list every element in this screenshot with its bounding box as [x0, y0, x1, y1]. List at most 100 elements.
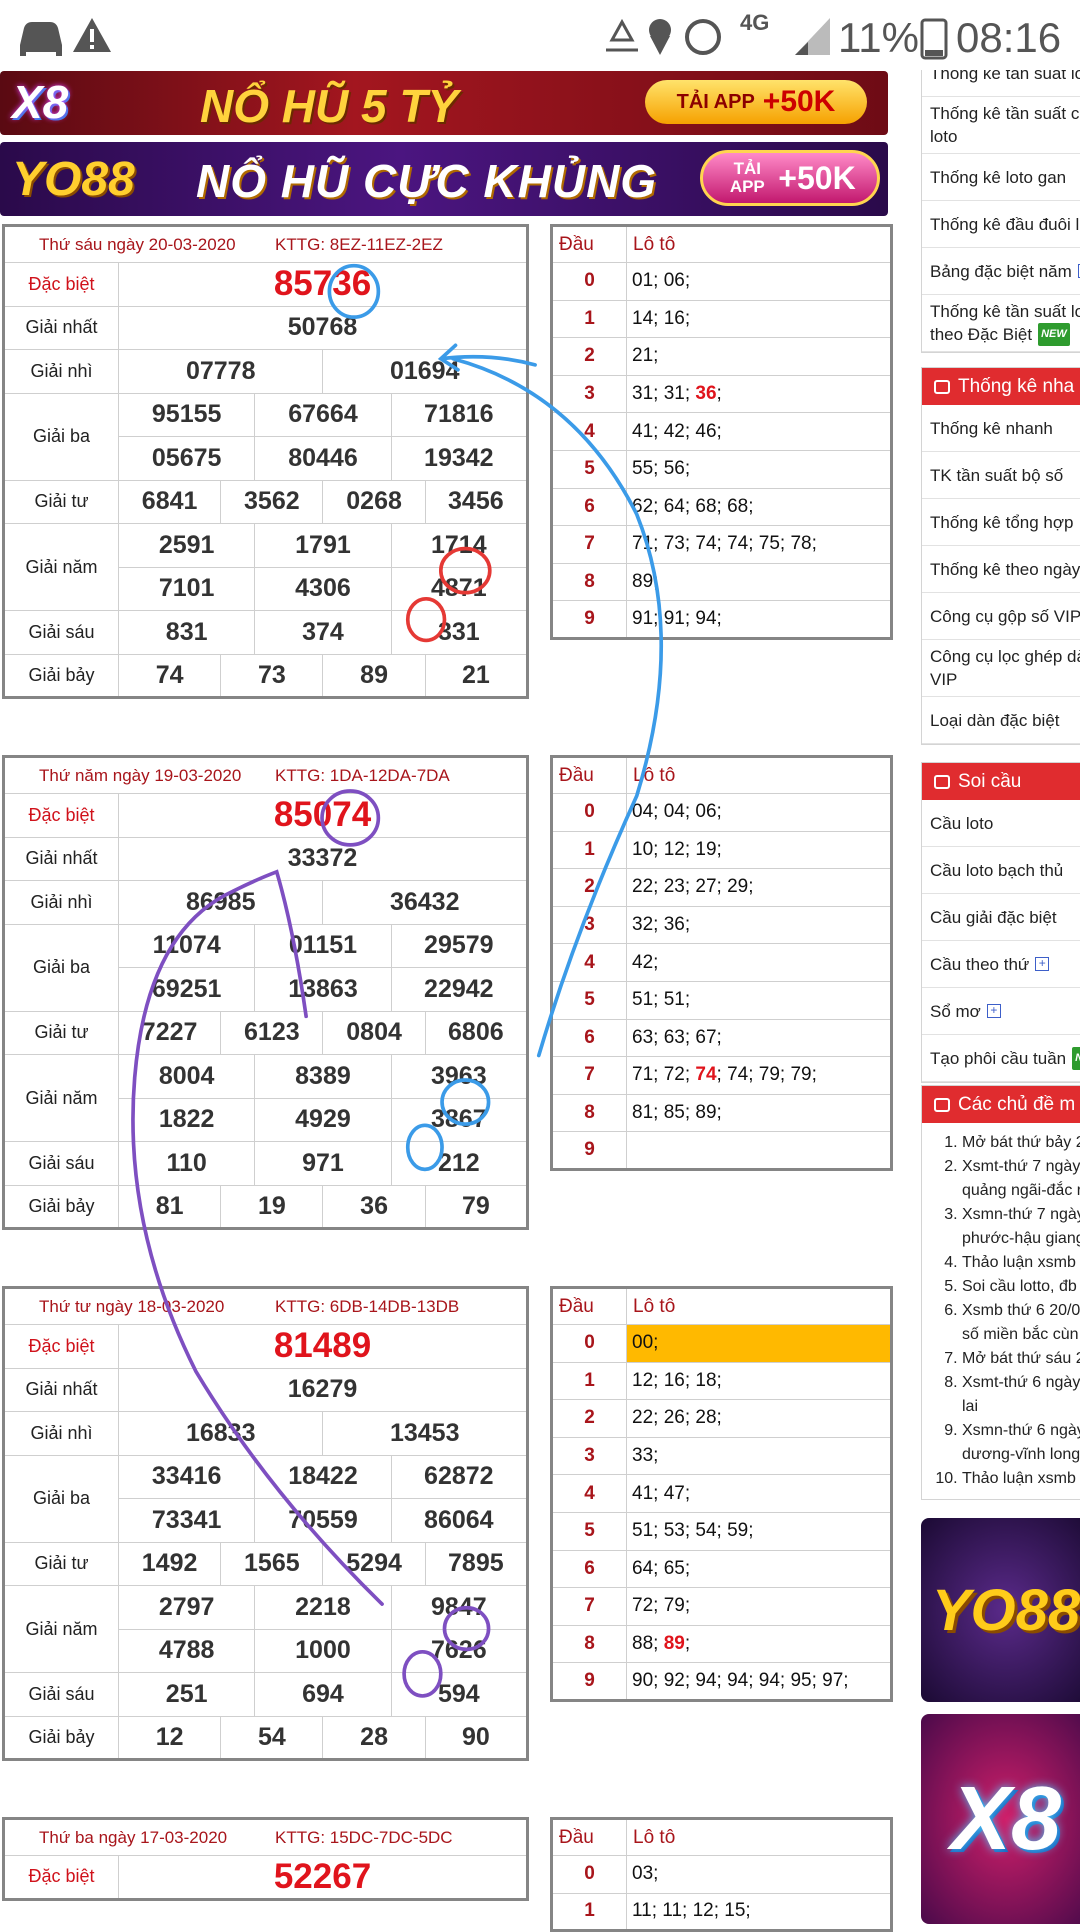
banner-button[interactable]: TẢI APP +50K	[645, 80, 867, 124]
topic-link[interactable]: Thảo luận xsmb	[962, 1251, 1080, 1275]
loto-header: Lô tô	[626, 1818, 892, 1856]
prize-number: 7101	[117, 566, 256, 611]
topic-text: Xsmn-thứ 7 ngày	[962, 1206, 1080, 1223]
topic-link[interactable]: Xsmb thứ 6 20/0 số miền bắc cùn	[962, 1299, 1080, 1347]
kttg-code: KTTG: 8EZ-11EZ-2EZ	[275, 234, 443, 254]
loto-row: 4 42;	[551, 943, 892, 982]
loto-row: 6 62; 64; 68; 68;	[551, 487, 892, 527]
sidebar-link[interactable]: Tạo phôi cầu tuần NEW	[922, 1035, 1080, 1082]
sidebar-link[interactable]: Thống kê theo ngày	[922, 546, 1080, 593]
header-cell: Thứ ba ngày 17-03-2020 KTTG: 15DC-7DC-5DC	[3, 1818, 528, 1856]
link-text: Cầu giải đặc biệt	[930, 907, 1057, 927]
prize-number: 21	[424, 653, 529, 698]
sidebar-link[interactable]: Sổ mơ +	[922, 988, 1080, 1035]
loto-part: 00;	[632, 1332, 659, 1354]
prize-number: 4871	[390, 566, 529, 611]
topic-text: dương-vĩnh long	[962, 1446, 1080, 1463]
banner-button[interactable]: TẢI APP +50K	[700, 150, 880, 206]
topic-link[interactable]: Xsmn-thứ 6 ngày dương-vĩnh long	[962, 1419, 1080, 1467]
loto-numbers: 90; 92; 94; 94; 94; 95; 97;	[626, 1662, 892, 1701]
dau: 5	[551, 1511, 627, 1551]
prize-number: 19342	[390, 436, 529, 481]
prize-number: 13453	[322, 1411, 528, 1456]
prize-number: 81489	[118, 1324, 528, 1369]
prize-label: Đặc biệt	[3, 1855, 119, 1900]
loto-row: 3 31; 31; 36;	[551, 374, 892, 414]
dau: 8	[551, 562, 627, 602]
topic-link[interactable]: Xsmn-thứ 7 ngày phước-hậu giang	[962, 1203, 1080, 1251]
loto-numbers: 10; 12; 19;	[626, 830, 892, 870]
loto-part: 41; 47;	[632, 1482, 691, 1504]
prize-number: 16833	[117, 1411, 324, 1456]
side-ad[interactable]: YO88	[921, 1518, 1080, 1702]
sidebar-link[interactable]: Thống kê tổng hợp	[922, 499, 1080, 546]
prize-number: 110	[117, 1141, 256, 1186]
prize-number: 2797	[117, 1585, 256, 1630]
topic-link[interactable]: Soi cầu lotto, đb	[962, 1275, 1080, 1299]
sidebar-link[interactable]: Cầu giải đặc biệt	[922, 894, 1080, 941]
topic-link[interactable]: Xsmt-thứ 6 ngày lai	[962, 1371, 1080, 1419]
sidebar-link[interactable]: TK tần suất bộ số	[922, 452, 1080, 499]
sidebar-link[interactable]: Thống kê nhanh	[922, 405, 1080, 452]
loto-row: 4 41; 42; 46;	[551, 412, 892, 451]
link-text: Thống kê tần suất cặ	[930, 104, 1080, 123]
location-icon	[649, 19, 671, 41]
topic-text: Xsmt-thứ 6 ngày	[962, 1374, 1080, 1391]
sidebar-link[interactable]: Thống kê đầu đuôi lo	[922, 201, 1080, 248]
sidebar-link[interactable]: Cầu loto	[922, 800, 1080, 847]
section-heading: Soi cầu	[922, 763, 1080, 800]
topic-link[interactable]: Mở bát thứ sáu 2	[962, 1347, 1080, 1371]
prize-number: 90	[424, 1715, 529, 1760]
prize-number: 331	[390, 610, 529, 655]
sidebar-link[interactable]: Loại dàn đặc biệt	[922, 697, 1080, 744]
topic-link[interactable]: Xsmt-thứ 7 ngày quảng ngãi-đắc r	[962, 1155, 1080, 1203]
sidebar-link[interactable]: Thống kê tần suất cặ loto	[922, 97, 1080, 154]
loto-table: Đầu Lô tô 0 00; 1 12; 16; 18; 2 22; 26; 28; 3 33;…	[550, 1286, 893, 1702]
topic-text: Mở bát thứ bảy 2	[962, 1134, 1080, 1151]
loto-row: 0 03;	[551, 1855, 892, 1894]
banner-logo: X8	[12, 76, 69, 128]
prize-number: 52267	[118, 1855, 528, 1900]
sidebar-link[interactable]: Cầu loto bạch thủ	[922, 847, 1080, 894]
side-ad[interactable]: X8	[921, 1714, 1080, 1924]
prize-number: 86064	[390, 1498, 529, 1543]
loto-part: 10; 12; 19;	[632, 838, 722, 860]
prize-number: 29579	[390, 923, 529, 968]
sidebar-link[interactable]: Thống kê tần suất lo theo Đặc Biệt NEW	[922, 295, 1080, 352]
sidebar-link[interactable]: Công cụ gộp số VIP	[922, 593, 1080, 640]
prize-number: 12	[117, 1715, 222, 1760]
sidebar-link[interactable]: Cầu theo thứ +	[922, 941, 1080, 988]
dau: 6	[551, 1018, 627, 1058]
link-text: Cầu loto	[930, 813, 994, 833]
expand-icon: +	[986, 1004, 1001, 1018]
ad-banner[interactable]: YO88 NỔ HŨ CỰC KHỦNG TẢI APP +50K	[0, 142, 888, 216]
link-text: Thống kê theo ngày	[930, 559, 1080, 579]
link-line: Cầu loto bạch thủ	[930, 859, 1080, 882]
loto-part: 41; 42; 46;	[632, 420, 722, 442]
dau: 2	[551, 337, 627, 376]
prize-number: 36432	[322, 880, 528, 925]
sidebar-link[interactable]: Bảng đặc biệt năm +	[922, 248, 1080, 295]
topic-link[interactable]: Mở bát thứ bảy 2	[962, 1131, 1080, 1155]
ad-banner[interactable]: X8 NỔ HŨ 5 TỶ TẢI APP +50K	[0, 71, 888, 135]
sidebar-link[interactable]: Thống kê loto gan	[922, 154, 1080, 201]
loto-part: 51; 51;	[632, 989, 691, 1011]
topic-text: Xsmn-thứ 6 ngày	[962, 1422, 1080, 1439]
header-row: Thứ tư ngày 18-03-2020 KTTG: 6DB-14DB-13D…	[3, 1287, 528, 1325]
loto-row: 5 51; 51;	[551, 980, 892, 1020]
dau: 4	[551, 943, 627, 982]
loto-row: 8 89;	[551, 562, 892, 602]
header-cell: Thứ năm ngày 19-03-2020 KTTG: 1DA-12DA-7D…	[3, 756, 528, 794]
prize-row: Đặc biệt 85074	[3, 793, 528, 838]
prize-row: Giải sáu 251 694 594	[3, 1672, 529, 1717]
topic-link[interactable]: Thảo luận xsmb	[962, 1467, 1080, 1491]
prize-label: Giải nhất	[3, 836, 119, 881]
dau-header: Đầu	[551, 756, 627, 794]
header-row: Thứ ba ngày 17-03-2020 KTTG: 15DC-7DC-5DC	[3, 1818, 528, 1856]
loto-row: 8 88; 89;	[551, 1624, 892, 1664]
signal-icon	[795, 18, 830, 55]
prize-row: Giải ba 95155 67664 71816	[3, 392, 529, 481]
loto-numbers: 14; 16;	[626, 299, 892, 339]
loto-numbers: 12; 16; 18;	[626, 1361, 892, 1401]
sidebar-link[interactable]: Công cụ lọc ghép dà VIP	[922, 640, 1080, 697]
